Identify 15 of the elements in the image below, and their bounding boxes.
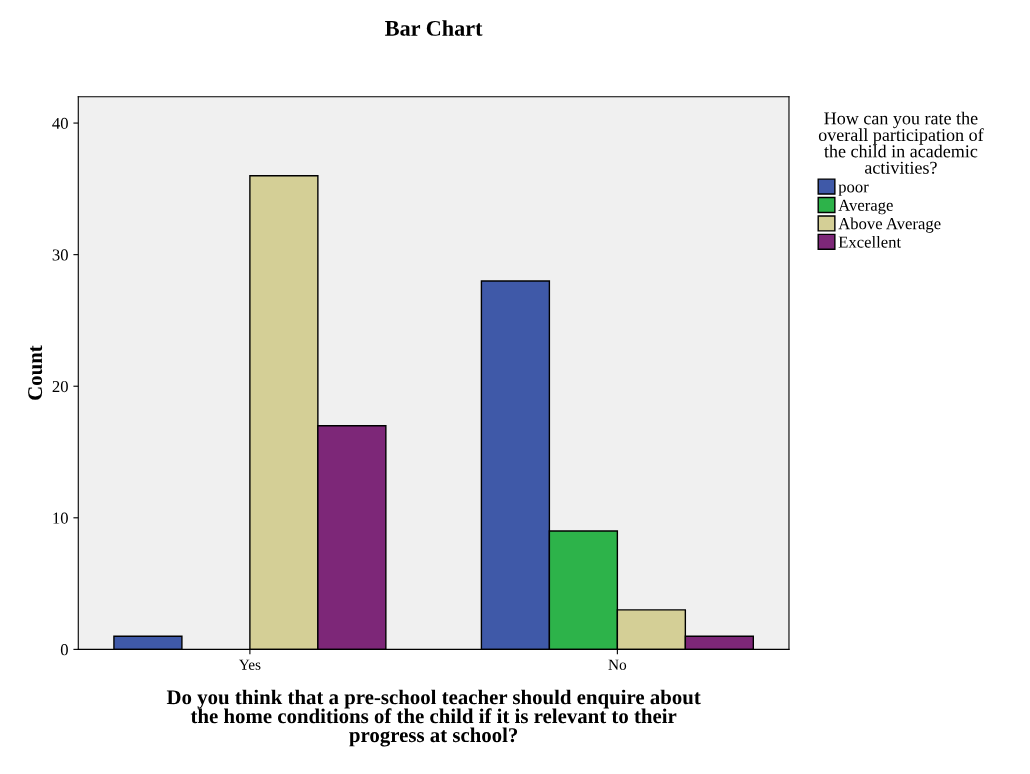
y-tick-label: 0 [60, 644, 68, 656]
x-tick-label: Yes [238, 659, 261, 670]
legend-label: poor [838, 184, 869, 196]
x-axis-title: Do you think that a pre-school teacher should enquire about the home conditions of the child if it is relevant to their progress at school? [166, 689, 701, 747]
x-tick-label: No [608, 659, 627, 670]
chart-title: Bar Chart [385, 20, 483, 36]
legend-label: Above Average [838, 217, 941, 233]
legend-title: How can you rate the overall participation of the child in academic activities? [818, 111, 984, 174]
y-tick-label: 20 [52, 380, 68, 393]
y-tick-label: 10 [53, 512, 68, 524]
legend-label: Average [838, 199, 893, 215]
y-axis-title: Count [28, 345, 43, 400]
legend-label: Excellent [838, 235, 902, 248]
y-tick-label: 40 [52, 117, 68, 130]
y-tick-label: 30 [52, 249, 68, 261]
